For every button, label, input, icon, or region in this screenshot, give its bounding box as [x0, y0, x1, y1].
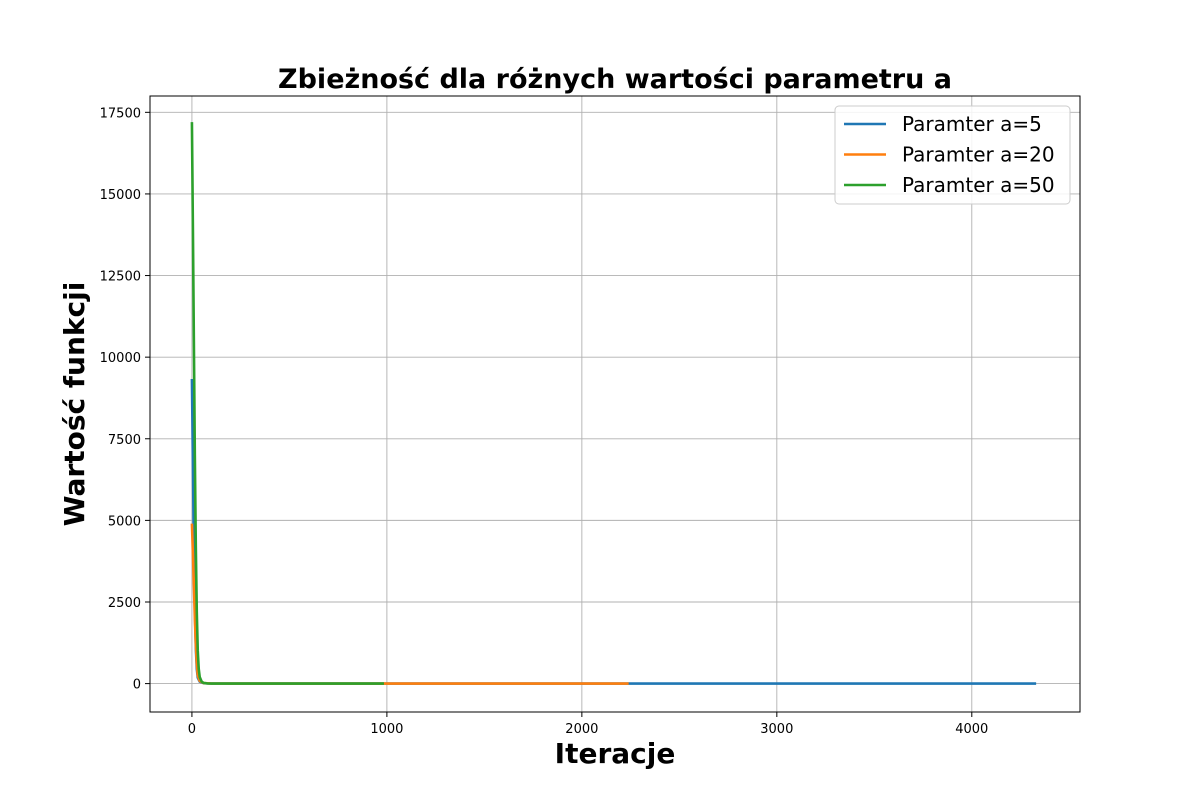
series-line-2 [190, 523, 629, 685]
series-line-1 [190, 379, 1037, 685]
x-axis-ticks: 0 1000 2000 3000 4000 [188, 712, 988, 737]
legend-label-1: Paramter a=5 [902, 112, 1042, 136]
y-tick-label: 2500 [108, 596, 141, 611]
x-tick-label: 1000 [370, 722, 403, 737]
legend-label-2: Paramter a=20 [902, 143, 1055, 167]
y-tick-label: 12500 [100, 270, 141, 285]
series-lines [190, 122, 1037, 685]
x-axis-label: Iteracje [555, 737, 676, 770]
y-tick-label: 0 [133, 678, 141, 693]
series-line-3 [190, 122, 384, 685]
y-axis-label: Wartość funkcji [58, 282, 91, 527]
x-tick-label: 3000 [760, 722, 793, 737]
y-tick-label: 5000 [108, 514, 141, 529]
plot-area-frame [149, 95, 1081, 713]
y-tick-label: 15000 [100, 188, 141, 203]
x-tick-label: 2000 [565, 722, 598, 737]
chart-title: Zbieżność dla różnych wartości parametru… [278, 64, 952, 95]
x-tick-label: 0 [188, 722, 196, 737]
y-tick-label: 7500 [108, 433, 141, 448]
y-axis-ticks: 0 2500 5000 7500 10000 12500 15000 17500 [100, 106, 150, 693]
x-tick-label: 4000 [955, 722, 988, 737]
legend-label-3: Paramter a=50 [902, 173, 1055, 197]
y-tick-label: 17500 [100, 106, 141, 121]
legend: Paramter a=5 Paramter a=20 Paramter a=50 [834, 105, 1071, 205]
legend-frame [834, 105, 1071, 205]
y-tick-label: 10000 [100, 351, 141, 366]
